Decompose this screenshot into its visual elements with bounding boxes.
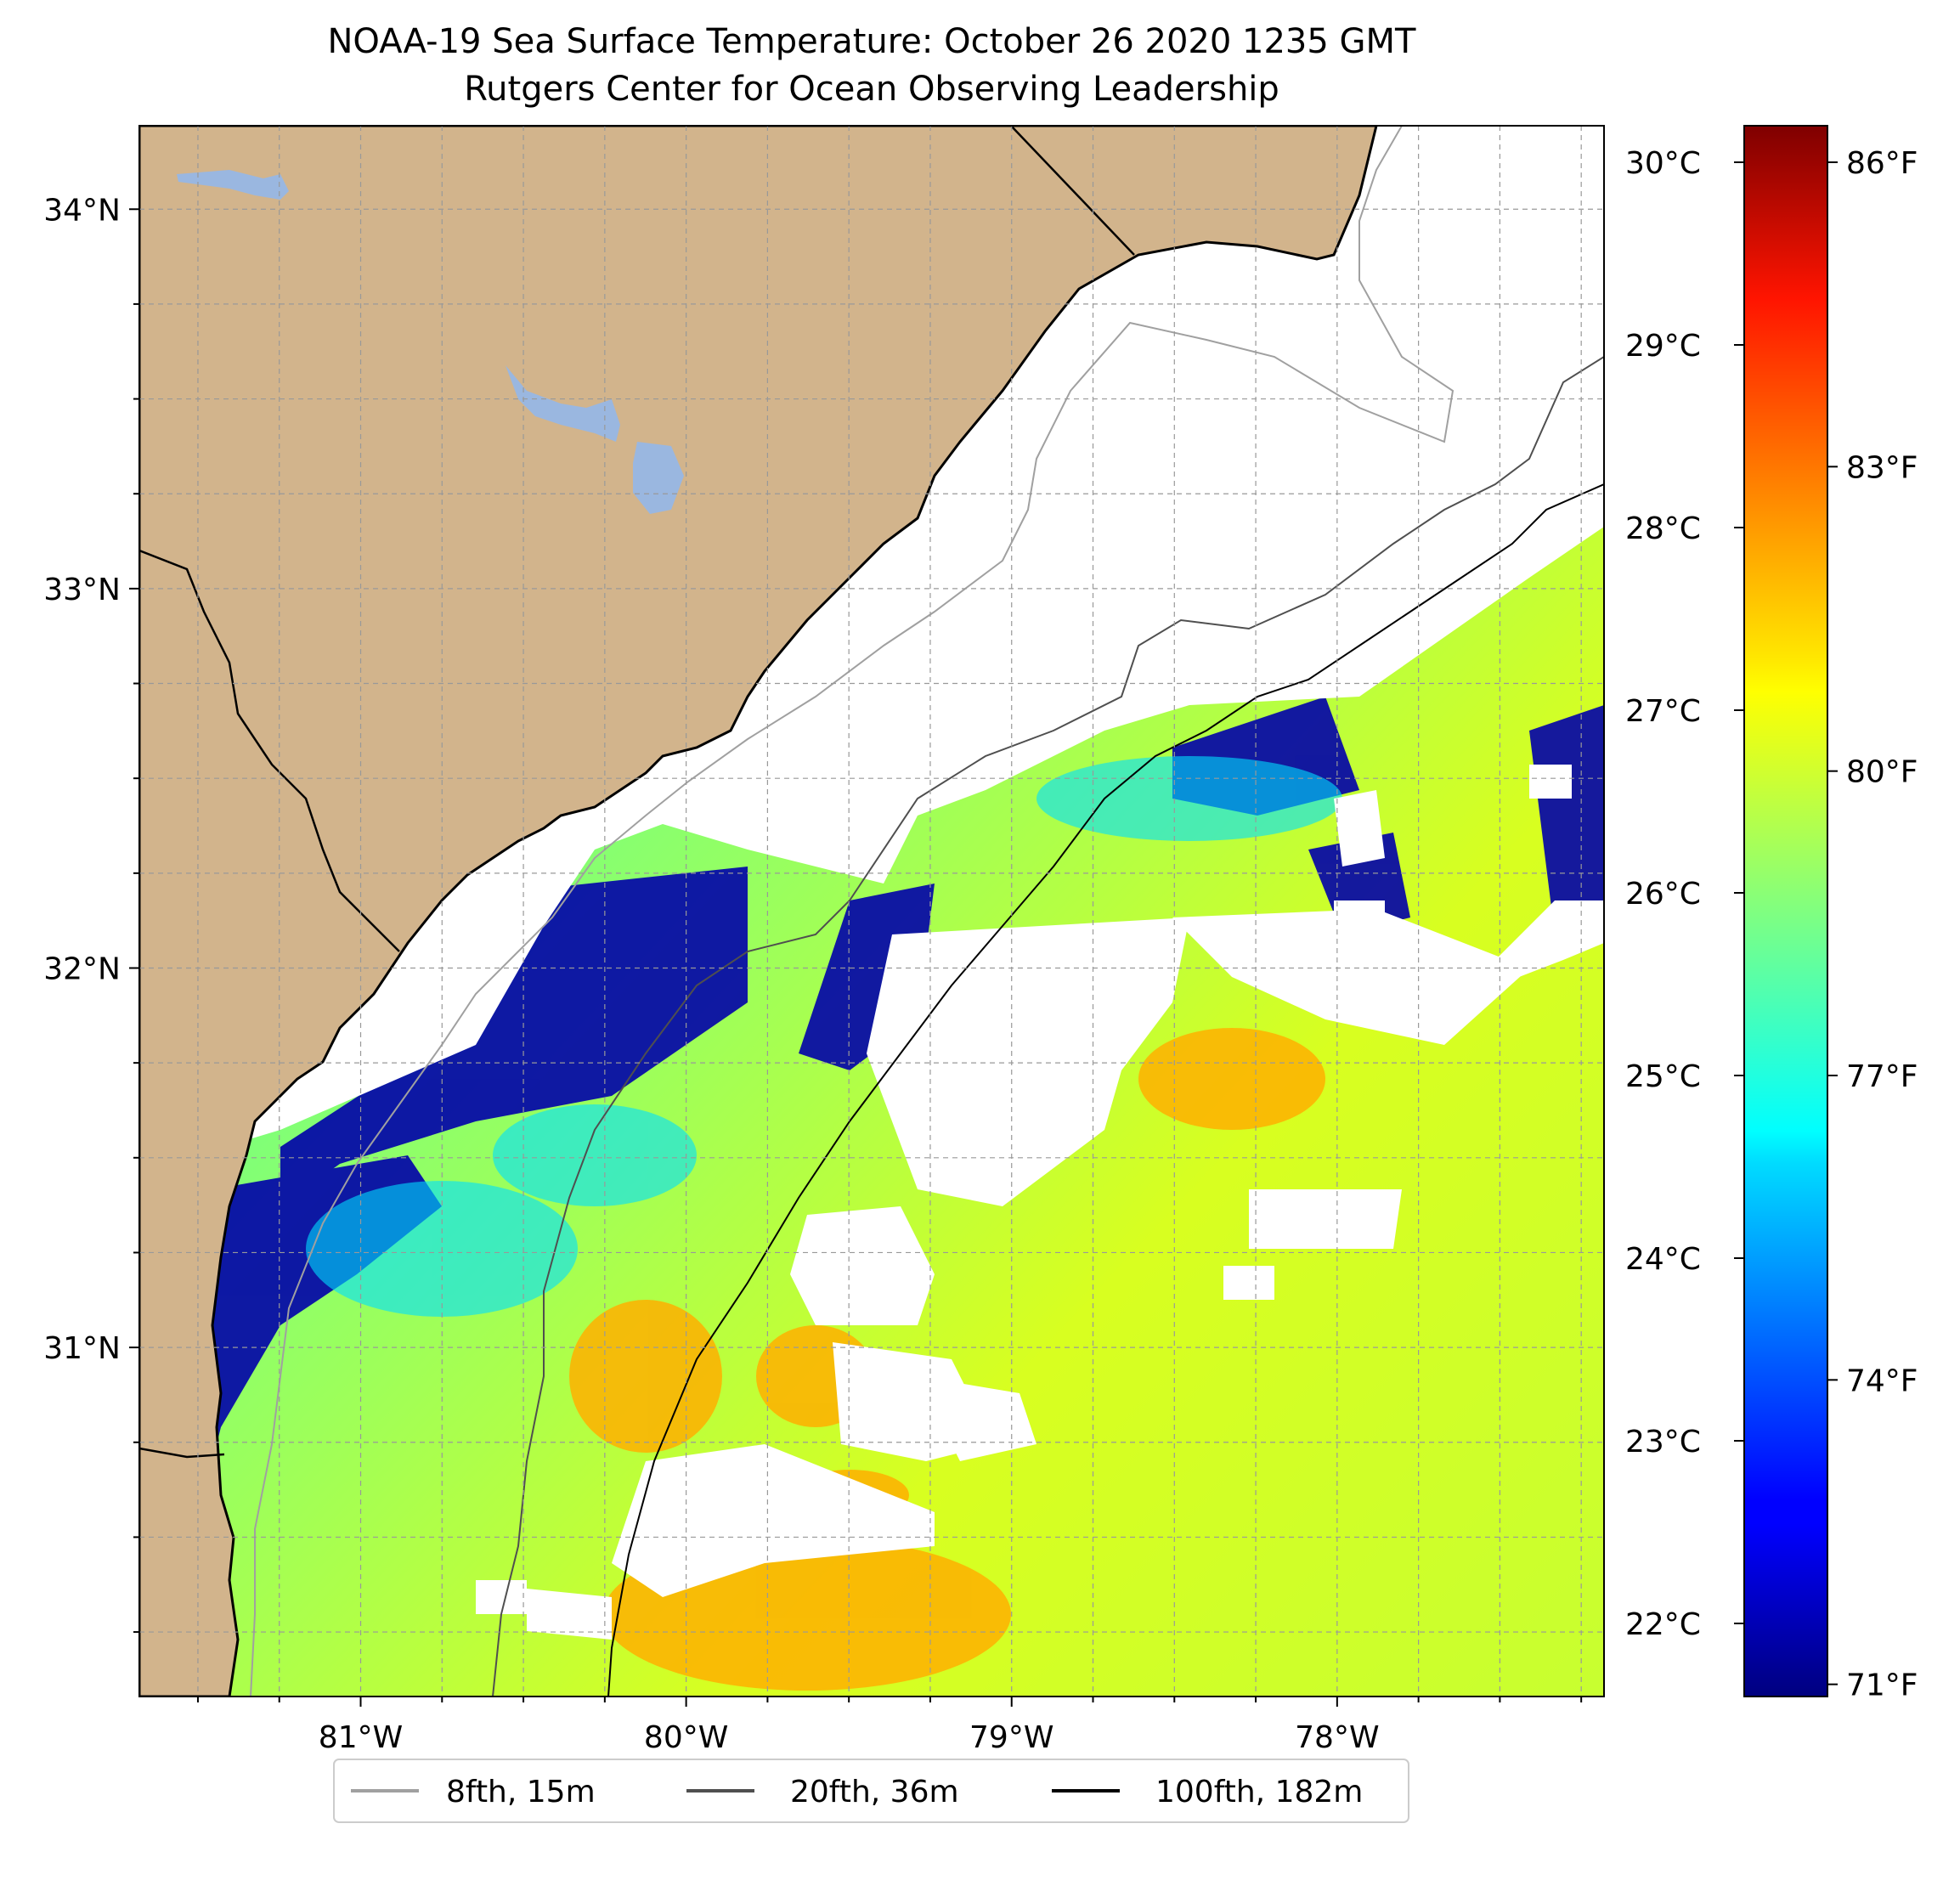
- colorbar: 22°C 23°C 24°C 25°C 26°C 27°C 28°C 29°C 30°C 71°F…: [1625, 125, 1918, 1703]
- colorbar-label-f: 74°F: [1846, 1363, 1918, 1398]
- lat-tick-label: 31°N: [43, 1331, 121, 1366]
- title-line-2: Rutgers Center for Ocean Observing Leade…: [464, 70, 1279, 109]
- colorbar-label-f: 77°F: [1846, 1059, 1918, 1094]
- lon-tick-label: 79°W: [969, 1720, 1053, 1755]
- legend-label-8fth: 8fth, 15m: [446, 1775, 596, 1809]
- legend-label-100fth: 100fth, 182m: [1155, 1775, 1363, 1809]
- state-border: [1010, 126, 1135, 256]
- title-line-1: NOAA-19 Sea Surface Temperature: October…: [328, 22, 1417, 61]
- colorbar-label-c: 28°C: [1625, 511, 1701, 546]
- lon-tick-label: 80°W: [644, 1720, 728, 1755]
- lon-tick-label: 81°W: [319, 1720, 403, 1755]
- axis-ticks: 81°W 80°W 79°W 78°W 31°N 32°N 33°N 34°N: [43, 193, 1583, 1755]
- land-area: [139, 126, 1378, 1697]
- lakes: [177, 170, 684, 514]
- colorbar-gradient: [1743, 125, 1828, 1697]
- gridlines: [139, 126, 1604, 1697]
- lat-tick-label: 32°N: [43, 951, 121, 986]
- colorbar-label-f: 86°F: [1846, 146, 1918, 181]
- map-frame: [138, 125, 1605, 1697]
- colorbar-label-f: 71°F: [1846, 1668, 1918, 1703]
- colorbar-label-c: 24°C: [1625, 1242, 1701, 1277]
- sst-map: [139, 126, 1604, 1697]
- colorbar-label-c: 23°C: [1625, 1425, 1701, 1459]
- colorbar-label-f: 83°F: [1846, 450, 1918, 485]
- legend: 8fth, 15m 20fth, 36m 100fth, 182m: [333, 1759, 1409, 1823]
- colorbar-label-c: 26°C: [1625, 877, 1701, 912]
- colorbar-label-f: 80°F: [1846, 755, 1918, 790]
- isobath-100fth: [607, 483, 1604, 1697]
- lon-tick-label: 78°W: [1295, 1720, 1379, 1755]
- state-border: [139, 1447, 225, 1459]
- colorbar-label-c: 22°C: [1625, 1607, 1701, 1642]
- lat-tick-label: 33°N: [43, 573, 121, 607]
- colorbar-label-c: 29°C: [1625, 329, 1701, 364]
- lat-tick-label: 34°N: [43, 193, 121, 228]
- isobath-8fth: [250, 126, 1454, 1697]
- legend-label-20fth: 20fth, 36m: [790, 1775, 959, 1809]
- colorbar-label-c: 30°C: [1625, 146, 1701, 181]
- legend-box: [333, 1759, 1409, 1823]
- colorbar-label-c: 25°C: [1625, 1059, 1701, 1094]
- colorbar-label-c: 27°C: [1625, 694, 1701, 729]
